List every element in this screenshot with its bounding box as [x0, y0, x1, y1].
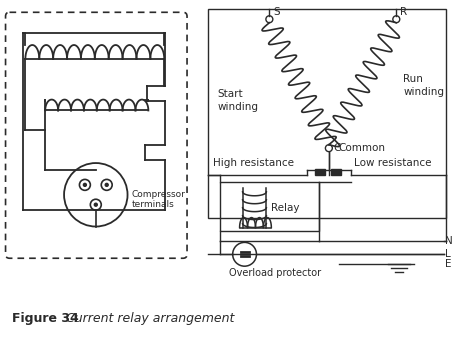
Text: Compressor
terminals: Compressor terminals: [131, 190, 185, 209]
Text: S: S: [273, 7, 279, 17]
Circle shape: [83, 183, 86, 186]
Text: Current relay arrangement: Current relay arrangement: [66, 312, 234, 325]
Text: Relay: Relay: [271, 203, 299, 213]
Text: Run
winding: Run winding: [402, 74, 443, 97]
Text: C: C: [333, 143, 340, 153]
Text: Start
winding: Start winding: [217, 89, 258, 112]
Text: L: L: [444, 249, 450, 259]
Text: R: R: [399, 7, 406, 17]
Circle shape: [94, 203, 97, 206]
Bar: [314, 169, 324, 175]
Text: Low resistance: Low resistance: [353, 158, 430, 168]
Text: Figure 34: Figure 34: [11, 312, 78, 325]
Bar: [330, 169, 340, 175]
Circle shape: [105, 183, 108, 186]
Text: N: N: [444, 236, 452, 246]
Text: Overload protector: Overload protector: [228, 268, 320, 278]
Text: High resistance: High resistance: [212, 158, 293, 168]
Text: E: E: [444, 259, 450, 269]
Text: Common: Common: [338, 143, 385, 153]
